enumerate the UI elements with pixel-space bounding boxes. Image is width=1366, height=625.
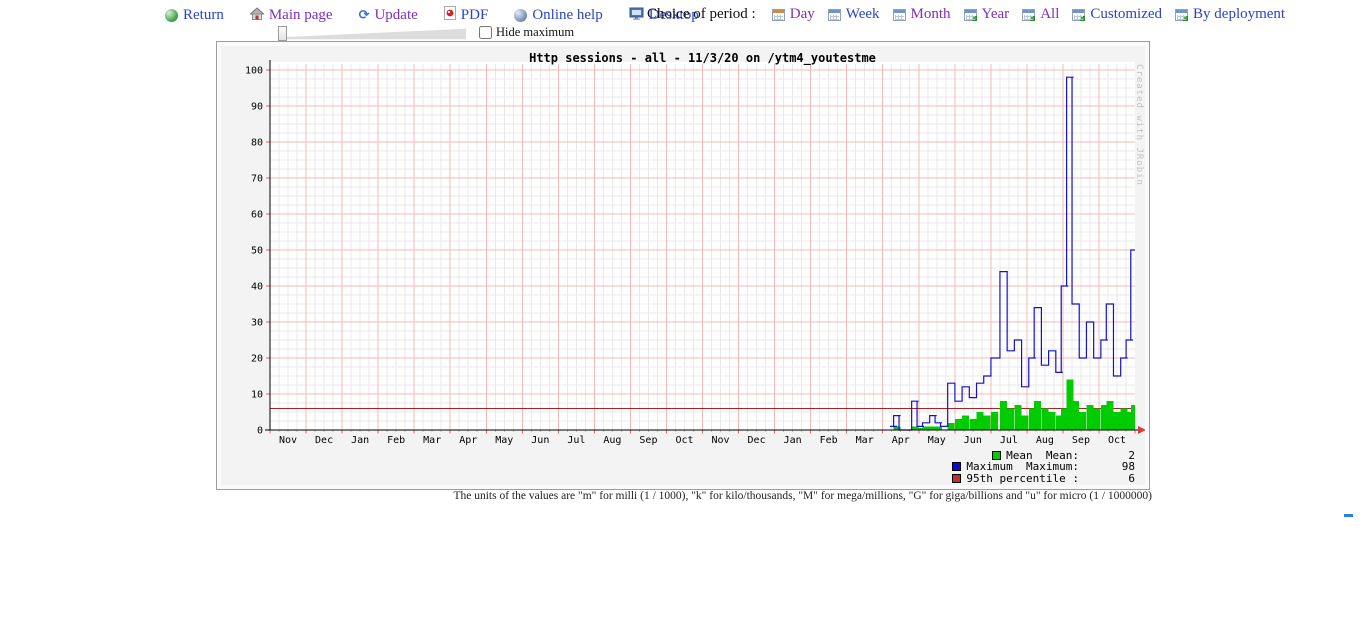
legend-row-mean: Mean Mean: 2 — [952, 449, 1135, 462]
calendar-all-icon — [1022, 8, 1036, 21]
update-label: Update — [374, 7, 418, 23]
desktop-link[interactable]: Desktop — [629, 7, 699, 25]
svg-text:Jun: Jun — [531, 435, 549, 446]
jrobin-watermark: Created with JRobin — [1134, 64, 1144, 186]
svg-text:Dec: Dec — [748, 435, 766, 446]
chart-canvas: 0 10 20 30 40 50 60 70 80 90 100 Nov Dec Jan Feb Mar Apr… — [245, 60, 1145, 446]
svg-text:0: 0 — [257, 426, 263, 437]
period-year-link[interactable]: Year — [963, 6, 1009, 23]
svg-text:40: 40 — [251, 282, 263, 293]
chart-title: Http sessions - all - 11/3/20 on /ytm4_y… — [529, 51, 876, 65]
help-icon — [514, 9, 528, 22]
svg-text:May: May — [495, 435, 513, 446]
period-by-deployment-link[interactable]: By deployment — [1175, 6, 1285, 23]
slider-track[interactable] — [278, 28, 466, 40]
desktop-label: Desktop — [648, 7, 699, 23]
top-nav: Return Main page ⟳ Update PDF Online hel… — [165, 6, 699, 25]
period-chooser: Choice of period : Day Week Month Year A… — [647, 6, 1285, 23]
svg-text:20: 20 — [251, 354, 263, 365]
period-week-link[interactable]: Week — [827, 6, 880, 23]
return-label: Return — [183, 7, 224, 23]
legend-swatch-mean — [992, 450, 1002, 460]
blue-dash-artifact — [1344, 514, 1353, 517]
svg-text:Mar: Mar — [856, 435, 874, 446]
slider-handle[interactable] — [278, 26, 287, 41]
legend-row-maximum: Maximum Maximum: 98 — [952, 460, 1135, 473]
svg-text:Apr: Apr — [459, 435, 477, 446]
period-all-link[interactable]: All — [1022, 6, 1059, 23]
update-link[interactable]: ⟳ Update — [359, 7, 418, 24]
svg-text:Aug: Aug — [1036, 435, 1054, 446]
svg-text:90: 90 — [251, 102, 263, 113]
period-chooser-label: Choice of period : — [647, 6, 756, 22]
calendar-year-icon — [963, 8, 977, 21]
hide-maximum-control: Hide maximum — [479, 25, 574, 40]
legend-swatch-maximum — [952, 462, 962, 472]
online-help-label: Online help — [532, 7, 603, 23]
svg-text:100: 100 — [245, 66, 263, 77]
refresh-icon: ⟳ — [358, 8, 370, 23]
main-page-link[interactable]: Main page — [249, 6, 333, 25]
svg-text:Jul: Jul — [1000, 435, 1018, 446]
svg-text:Nov: Nov — [279, 435, 297, 446]
svg-text:May: May — [928, 435, 946, 446]
calendar-customized-icon — [1072, 8, 1086, 21]
svg-text:Apr: Apr — [892, 435, 910, 446]
svg-text:80: 80 — [251, 138, 263, 149]
period-zoom-slider[interactable] — [278, 26, 466, 41]
legend-row-95th-percentile: 95th percentile : 6 — [952, 472, 1135, 485]
svg-text:Jul: Jul — [567, 435, 585, 446]
svg-text:30: 30 — [251, 318, 263, 329]
calendar-week-icon — [827, 8, 841, 21]
svg-text:Feb: Feb — [820, 435, 838, 446]
pdf-label: PDF — [460, 7, 489, 23]
pdf-link[interactable]: PDF — [443, 6, 489, 25]
svg-text:Jan: Jan — [784, 435, 802, 446]
calendar-day-icon — [771, 8, 785, 21]
pdf-icon — [443, 6, 456, 25]
home-icon — [249, 6, 265, 25]
chart-legend: Mean Mean: 2 Maximum Maximum: 98 95th pe… — [952, 449, 1135, 485]
svg-text:50: 50 — [251, 246, 263, 257]
period-month-link[interactable]: Month — [892, 6, 951, 23]
svg-text:Aug: Aug — [603, 435, 621, 446]
units-footnote: The units of the values are "m" for mill… — [453, 490, 1152, 502]
svg-text:Mar: Mar — [423, 435, 441, 446]
svg-text:Jun: Jun — [964, 435, 982, 446]
svg-text:Sep: Sep — [639, 435, 657, 446]
graph-panel: 0 10 20 30 40 50 60 70 80 90 100 Nov Dec Jan Feb Mar Apr… — [216, 41, 1150, 490]
main-page-label: Main page — [268, 7, 333, 23]
svg-text:Sep: Sep — [1072, 435, 1090, 446]
return-icon — [165, 9, 178, 22]
svg-text:60: 60 — [251, 210, 263, 221]
svg-text:70: 70 — [251, 174, 263, 185]
period-day-link[interactable]: Day — [771, 6, 815, 23]
svg-text:Oct: Oct — [1108, 435, 1126, 446]
calendar-by-deployment-icon — [1175, 8, 1189, 21]
legend-swatch-percentile — [952, 473, 962, 483]
sessions-graph: 0 10 20 30 40 50 60 70 80 90 100 Nov Dec Jan Feb Mar Apr… — [221, 46, 1145, 485]
hide-maximum-checkbox[interactable] — [479, 26, 492, 39]
svg-text:Oct: Oct — [675, 435, 693, 446]
return-link[interactable]: Return — [165, 7, 224, 24]
hide-maximum-label: Hide maximum — [496, 25, 575, 39]
svg-text:Feb: Feb — [387, 435, 405, 446]
svg-text:Jan: Jan — [351, 435, 369, 446]
online-help-link[interactable]: Online help — [514, 7, 603, 24]
svg-text:Nov: Nov — [711, 435, 729, 446]
desktop-icon — [629, 7, 644, 25]
svg-text:10: 10 — [251, 390, 263, 401]
svg-text:Dec: Dec — [315, 435, 333, 446]
calendar-month-icon — [892, 8, 906, 21]
period-customized-link[interactable]: Customized — [1072, 6, 1162, 23]
